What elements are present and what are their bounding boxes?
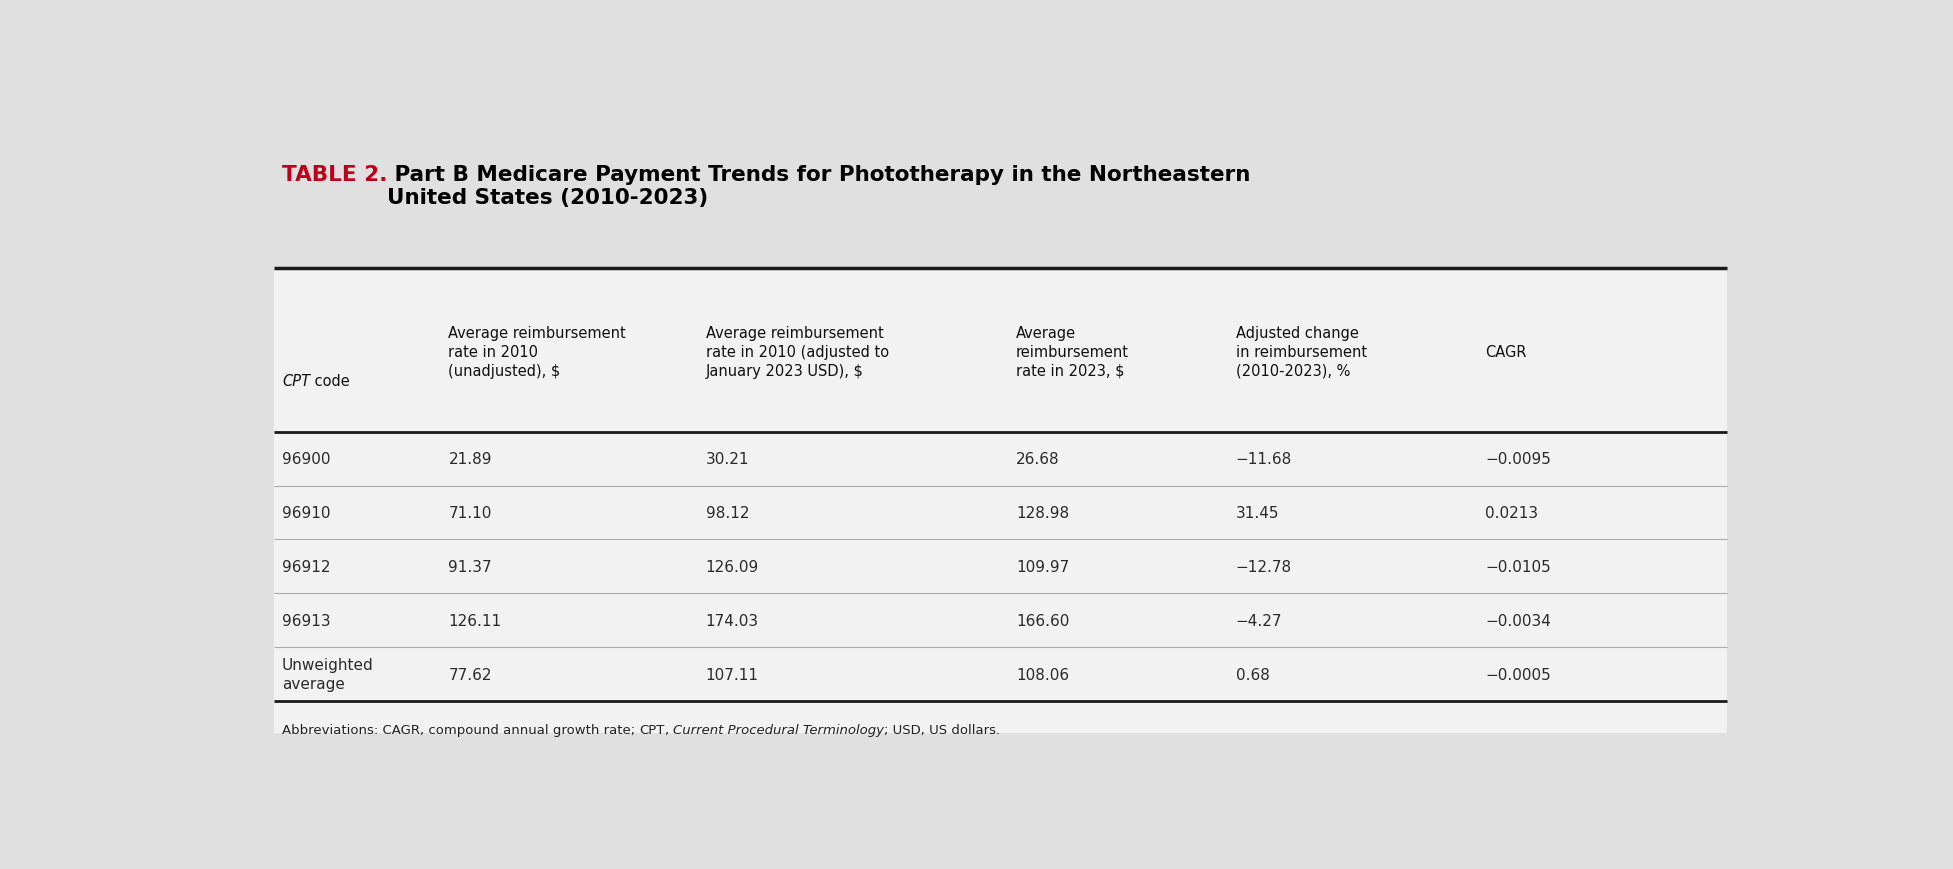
- Text: 128.98: 128.98: [1016, 506, 1068, 521]
- Text: Average
reimbursement
rate in 2023, $: Average reimbursement rate in 2023, $: [1016, 325, 1129, 379]
- Text: −0.0034: −0.0034: [1484, 613, 1551, 628]
- FancyBboxPatch shape: [273, 269, 1726, 733]
- Text: 98.12: 98.12: [705, 506, 750, 521]
- Text: 26.68: 26.68: [1016, 452, 1060, 467]
- Text: ; USD, US dollars.: ; USD, US dollars.: [885, 723, 1000, 736]
- Text: 31.45: 31.45: [1236, 506, 1279, 521]
- Text: 91.37: 91.37: [449, 559, 492, 574]
- Text: Unweighted
average: Unweighted average: [281, 658, 373, 691]
- Text: −11.68: −11.68: [1236, 452, 1291, 467]
- Text: −0.0005: −0.0005: [1484, 667, 1551, 682]
- Text: 126.09: 126.09: [705, 559, 760, 574]
- Text: 166.60: 166.60: [1016, 613, 1070, 628]
- Text: 96912: 96912: [281, 559, 330, 574]
- Text: 77.62: 77.62: [449, 667, 492, 682]
- Text: CAGR: CAGR: [1484, 344, 1527, 360]
- Text: −0.0095: −0.0095: [1484, 452, 1551, 467]
- Text: TABLE 2.: TABLE 2.: [281, 164, 387, 184]
- Text: 96900: 96900: [281, 452, 330, 467]
- Text: 21.89: 21.89: [449, 452, 492, 467]
- Text: Average reimbursement
rate in 2010
(unadjusted), $: Average reimbursement rate in 2010 (unad…: [449, 325, 627, 379]
- Text: code: code: [311, 374, 350, 388]
- Text: CPT: CPT: [639, 723, 664, 736]
- Text: −12.78: −12.78: [1236, 559, 1291, 574]
- Text: −0.0105: −0.0105: [1484, 559, 1551, 574]
- Text: 71.10: 71.10: [449, 506, 492, 521]
- Text: Part B Medicare Payment Trends for Phototherapy in the Northeastern
United State: Part B Medicare Payment Trends for Photo…: [387, 164, 1250, 208]
- Text: 0.68: 0.68: [1236, 667, 1269, 682]
- Text: Current Procedural Terminology: Current Procedural Terminology: [674, 723, 885, 736]
- Text: 126.11: 126.11: [449, 613, 502, 628]
- Text: 109.97: 109.97: [1016, 559, 1070, 574]
- Text: 30.21: 30.21: [705, 452, 750, 467]
- Text: Average reimbursement
rate in 2010 (adjusted to
January 2023 USD), $: Average reimbursement rate in 2010 (adju…: [705, 325, 889, 379]
- Text: 107.11: 107.11: [705, 667, 760, 682]
- Text: 174.03: 174.03: [705, 613, 760, 628]
- Text: 108.06: 108.06: [1016, 667, 1068, 682]
- Text: CPT: CPT: [281, 374, 311, 388]
- Text: 0.0213: 0.0213: [1484, 506, 1539, 521]
- Text: Abbreviations: CAGR, compound annual growth rate;: Abbreviations: CAGR, compound annual gro…: [281, 723, 639, 736]
- Text: −4.27: −4.27: [1236, 613, 1281, 628]
- Text: 96913: 96913: [281, 613, 330, 628]
- Text: Adjusted change
in reimbursement
(2010-2023), %: Adjusted change in reimbursement (2010-2…: [1236, 325, 1367, 379]
- Text: ,: ,: [664, 723, 674, 736]
- Text: 96910: 96910: [281, 506, 330, 521]
